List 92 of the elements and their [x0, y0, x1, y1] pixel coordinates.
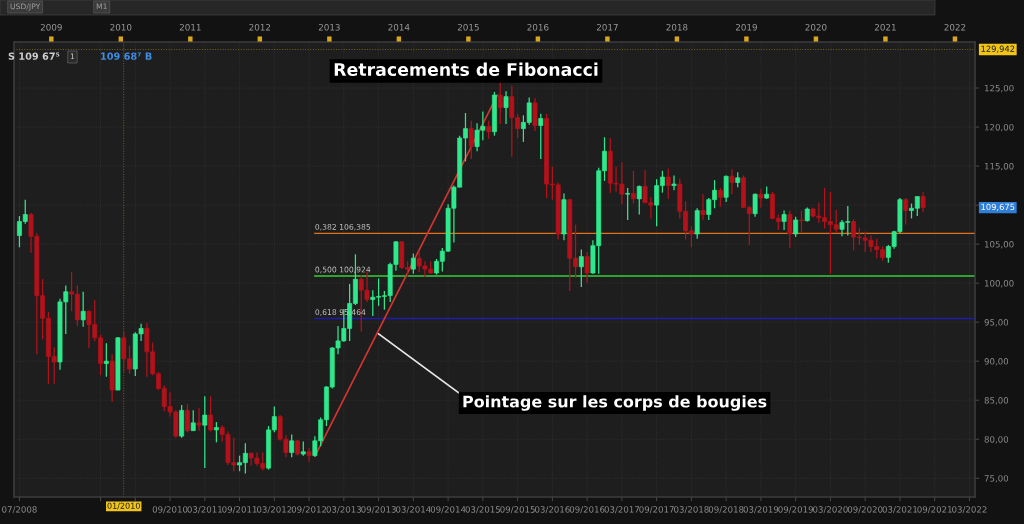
candlestick	[920, 191, 926, 213]
y-tick-label: 100,00	[984, 280, 1014, 288]
x-tick-label: 09/2012	[291, 506, 327, 514]
x-tick-label: 07/2008	[2, 506, 37, 514]
x2-tick-label: 2017	[596, 23, 618, 31]
x-tick-label: 09/2020	[847, 506, 883, 514]
x-tick-label: 09/2010	[152, 506, 188, 514]
candlestick	[636, 184, 642, 216]
x2-tick-label: 2016	[527, 23, 549, 31]
x2-tick-label: 2018	[666, 23, 688, 31]
y-tick-label: 115,00	[984, 162, 1014, 171]
x-tick-label: 03/2019	[743, 506, 779, 514]
x-tick-label: 09/2011	[222, 506, 257, 514]
x-tick-label: 03/2016	[535, 506, 570, 514]
annotation: S 109 67⁵	[8, 52, 60, 60]
candlestick	[80, 291, 86, 328]
x-tick-label: 03/2014	[396, 506, 431, 514]
y-tick-label: 75,00	[984, 475, 1009, 483]
x-tick-label: 09/2021	[917, 506, 952, 514]
candlestick	[758, 188, 764, 209]
annotation: Pointage sur les corps de bougies	[463, 395, 767, 411]
candlestick	[213, 421, 219, 443]
candlestick	[665, 167, 671, 200]
x2-tick-label: 2011	[179, 23, 201, 31]
candlestick	[185, 403, 190, 433]
candlestick	[752, 192, 758, 218]
annotation: 109,675	[981, 203, 1015, 211]
candlestick	[202, 395, 208, 469]
candlestick	[584, 251, 590, 284]
x2-tick-label: 2014	[388, 23, 410, 31]
candlestick	[700, 193, 706, 221]
x-tick-label: 09/2015	[500, 506, 535, 514]
candlestick	[729, 168, 735, 195]
y-tick-label: 120,00	[984, 123, 1014, 132]
candlestick	[190, 409, 196, 432]
x-tick-label: 03/2011	[187, 506, 222, 514]
candlestick	[903, 197, 909, 226]
candlestick	[468, 120, 474, 160]
candlestick	[196, 407, 202, 432]
candlestick	[208, 395, 214, 433]
x2-tick-label: 2022	[944, 23, 966, 31]
candlestick	[631, 170, 636, 205]
candlestick	[793, 216, 799, 238]
x2-tick-label: 2021	[874, 23, 896, 31]
x-tick-label: 03/2022	[952, 506, 987, 514]
candlestick	[538, 113, 544, 160]
candlestick	[532, 97, 538, 132]
text: Retracements de Fibonacci	[334, 62, 598, 77]
x2-tick-label: 2020	[805, 23, 827, 31]
x2-tick-label: 2019	[735, 23, 757, 31]
x-tick-label: 09/2018	[708, 506, 744, 514]
candlestick	[787, 209, 793, 249]
x-tick-label: 03/2018	[674, 506, 709, 514]
candlestick	[103, 342, 109, 378]
x-tick-label: 09/2014	[430, 506, 466, 514]
candlestick	[781, 209, 787, 231]
x-tick-label: 03/2021	[882, 506, 918, 514]
candlestick	[306, 447, 312, 463]
y-tick-label: 125,00	[984, 84, 1014, 93]
candlestick	[694, 207, 700, 240]
ref-line-label: 01/2010	[107, 502, 140, 510]
y-tick-label: 80,00	[984, 436, 1009, 444]
x-tick-label: 09/2016	[569, 506, 605, 514]
annotation: 109 68⁷ B	[101, 52, 152, 60]
y-tick-label: 85,00	[984, 397, 1009, 405]
candlestick	[578, 248, 584, 288]
x-tick-label: 09/2019	[778, 506, 813, 514]
x2-tick-label: 2015	[457, 23, 479, 31]
ref-line-label: 129,942	[981, 45, 1015, 53]
x2-tick-label: 2013	[318, 23, 340, 31]
x-tick-label: 09/2017	[639, 506, 674, 514]
x-tick-label: 03/2015	[465, 506, 500, 514]
x-tick-label: 03/2020	[813, 506, 848, 514]
x-tick-label: 03/2012	[257, 506, 292, 514]
y-tick-label: 95,00	[984, 319, 1009, 327]
candlestick	[497, 80, 503, 125]
candlestick	[717, 187, 723, 208]
candlestick	[671, 174, 677, 191]
x-tick-label: 03/2017	[604, 506, 640, 514]
candlestick	[723, 174, 729, 203]
x2-tick-label: 2009	[40, 23, 62, 31]
candlestick	[625, 187, 631, 221]
y-tick-label: 90,00	[984, 358, 1009, 366]
candlestick	[799, 209, 804, 234]
x-tick-label: 03/2013	[326, 506, 362, 514]
x-tick-label: 09/2013	[361, 506, 396, 514]
x2-tick-label: 2010	[110, 23, 132, 31]
candlestick	[410, 252, 416, 275]
x2-tick-label: 2012	[249, 23, 271, 31]
y-tick-label: 105,00	[984, 241, 1014, 249]
candlestick	[289, 433, 295, 458]
candlestick	[503, 90, 509, 125]
